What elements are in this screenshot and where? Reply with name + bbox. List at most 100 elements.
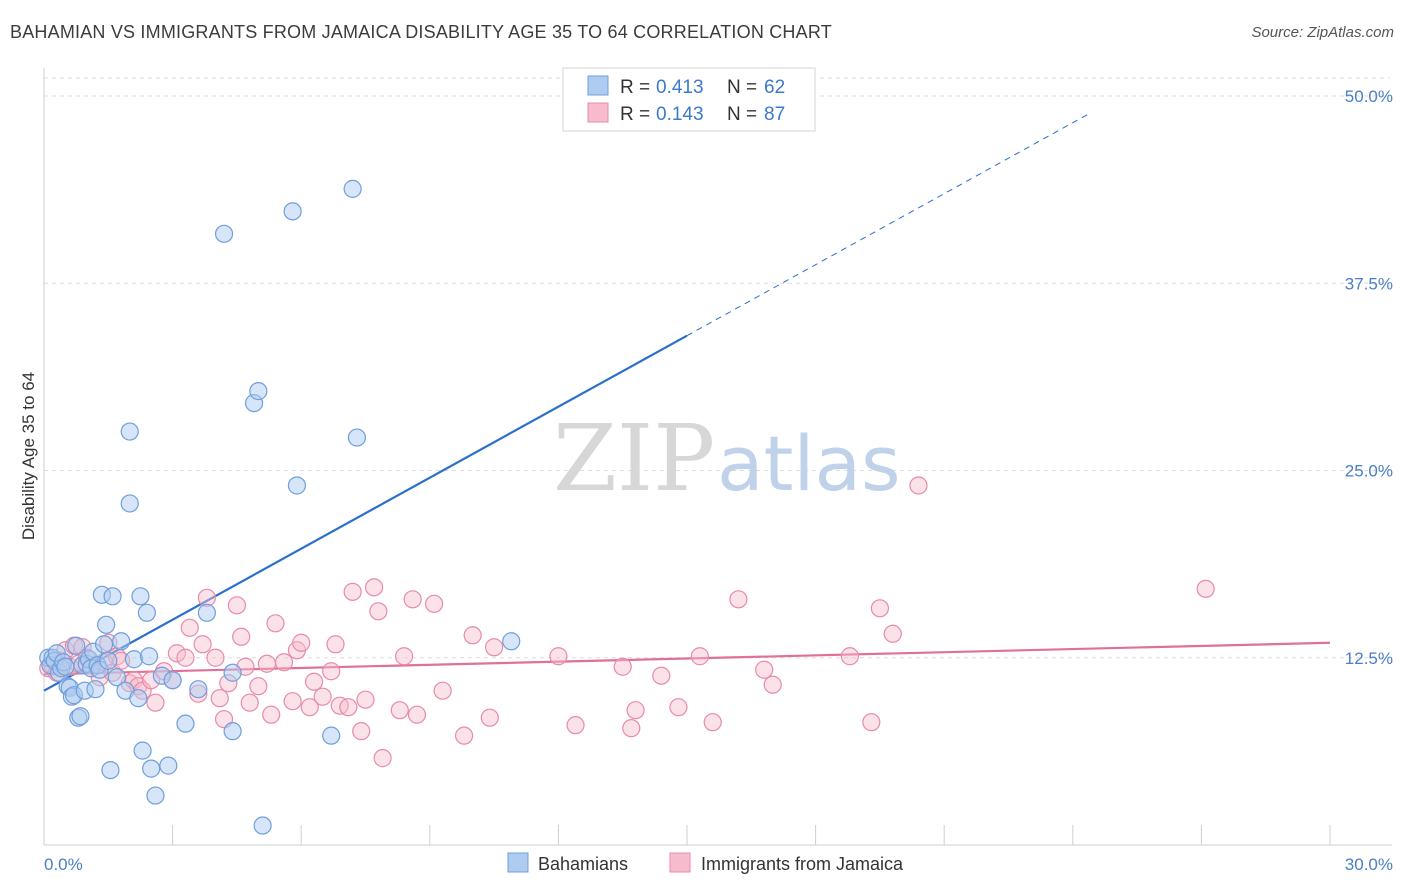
bahamians-point bbox=[163, 671, 182, 690]
jamaica-point bbox=[300, 698, 319, 717]
jamaica-point bbox=[232, 627, 251, 646]
jamaica-point bbox=[433, 681, 452, 700]
jamaica-point bbox=[292, 633, 311, 652]
bahamians-point bbox=[107, 668, 126, 687]
jamaica-point bbox=[262, 705, 281, 724]
bahamians-point bbox=[101, 760, 120, 780]
legend-r-label-2: R = bbox=[620, 104, 650, 125]
bahamians-trend-line bbox=[43, 334, 688, 692]
source-note: Source: ZipAtlas.com bbox=[1251, 24, 1394, 41]
legend-n-label-2: N = bbox=[727, 104, 757, 125]
jamaica-point bbox=[870, 599, 890, 618]
bahamians-point bbox=[103, 587, 122, 606]
jamaica-point bbox=[240, 693, 259, 712]
jamaica-point bbox=[566, 716, 585, 735]
jamaica-point bbox=[883, 624, 902, 643]
bahamians-point bbox=[287, 476, 307, 495]
bahamians-point bbox=[146, 786, 165, 805]
bahamians-point bbox=[120, 422, 139, 441]
jamaica-point bbox=[862, 713, 881, 732]
jamaica-point bbox=[407, 705, 427, 724]
jamaica-point bbox=[326, 635, 345, 654]
legend-bottom-swatch-jamaica bbox=[669, 852, 691, 873]
jamaica-point bbox=[622, 719, 641, 738]
jamaica-point bbox=[909, 476, 928, 495]
bahamians-point bbox=[502, 632, 521, 651]
x-tick-label: 0.0% bbox=[44, 855, 83, 874]
jamaica-point bbox=[390, 701, 409, 720]
bahamians-point bbox=[223, 663, 242, 682]
jamaica-point bbox=[549, 647, 568, 666]
bahamians-point bbox=[253, 816, 272, 835]
bahamians-point bbox=[197, 603, 216, 622]
series-jamaica-points bbox=[39, 476, 1215, 768]
bahamians-point bbox=[223, 722, 242, 741]
jamaica-point bbox=[356, 690, 375, 709]
jamaica-point bbox=[274, 653, 294, 672]
x-tick-label: 30.0% bbox=[1345, 855, 1393, 874]
bahamians-point bbox=[283, 202, 302, 221]
jamaica-point bbox=[1196, 579, 1215, 598]
jamaica-point bbox=[339, 698, 358, 717]
bahamians-point bbox=[99, 651, 118, 670]
jamaica-point bbox=[364, 578, 384, 597]
jamaica-point bbox=[257, 654, 277, 673]
legend-swatch-bahamians bbox=[587, 75, 609, 96]
legend-r-value-1: 0.413 bbox=[656, 77, 704, 98]
bahamians-point bbox=[124, 650, 144, 669]
jamaica-point bbox=[652, 666, 671, 685]
bahamians-point bbox=[159, 756, 178, 775]
jamaica-point bbox=[249, 677, 268, 696]
legend-swatch-jamaica bbox=[587, 102, 609, 123]
bahamians-point bbox=[249, 382, 268, 401]
jamaica-point bbox=[403, 590, 422, 609]
jamaica-point bbox=[840, 647, 859, 666]
jamaica-point bbox=[480, 708, 499, 727]
jamaica-point bbox=[669, 698, 688, 717]
jamaica-point bbox=[146, 693, 165, 712]
watermark-zip: ZIP bbox=[553, 405, 715, 512]
grid-lines bbox=[44, 77, 1390, 659]
bahamians-point bbox=[343, 179, 362, 198]
jamaica-point bbox=[283, 692, 302, 711]
y-tick-label: 25.0% bbox=[1345, 462, 1393, 481]
bahamians-point bbox=[56, 657, 75, 676]
watermark: ZIP atlas bbox=[553, 405, 901, 512]
axes bbox=[43, 68, 1392, 846]
jamaica-point bbox=[304, 672, 324, 691]
jamaica-point bbox=[373, 749, 392, 768]
legend-n-label-1: N = bbox=[727, 77, 757, 98]
legend-n-value-2: 87 bbox=[764, 104, 785, 125]
jamaica-point bbox=[206, 648, 225, 667]
jamaica-point bbox=[626, 701, 645, 720]
bahamians-point bbox=[189, 680, 208, 699]
jamaica-point bbox=[343, 582, 362, 601]
bahamians-trend-extension bbox=[686, 112, 1091, 337]
bahamians-point bbox=[112, 632, 131, 651]
bahamians-point bbox=[94, 635, 114, 654]
jamaica-point bbox=[322, 662, 341, 681]
jamaica-trend-line bbox=[43, 641, 1331, 676]
jamaica-point bbox=[763, 675, 782, 694]
bahamians-point bbox=[71, 707, 90, 726]
bahamians-point bbox=[322, 726, 341, 745]
bahamians-point bbox=[129, 689, 148, 708]
y-axis-label: Disability Age 35 to 64 bbox=[19, 372, 38, 540]
y-tick-labels: 12.5% 25.0% 37.5% 50.0% bbox=[1345, 87, 1393, 668]
bahamians-point bbox=[139, 647, 159, 666]
y-tick-label: 12.5% bbox=[1345, 649, 1393, 668]
jamaica-point bbox=[313, 687, 332, 706]
y-tick-label: 37.5% bbox=[1345, 274, 1393, 293]
bahamians-point bbox=[86, 680, 105, 699]
jamaica-point bbox=[352, 722, 371, 741]
legend-bottom: Bahamians Immigrants from Jamaica bbox=[507, 852, 904, 874]
chart-title: BAHAMIAN VS IMMIGRANTS FROM JAMAICA DISA… bbox=[10, 22, 832, 42]
jamaica-point bbox=[394, 647, 414, 666]
legend-r-label-1: R = bbox=[620, 77, 650, 98]
bahamians-point bbox=[67, 636, 86, 655]
legend-r-value-2: 0.143 bbox=[656, 104, 704, 125]
bahamians-point bbox=[137, 603, 156, 622]
jamaica-point bbox=[454, 726, 474, 745]
bahamians-point bbox=[133, 741, 152, 760]
